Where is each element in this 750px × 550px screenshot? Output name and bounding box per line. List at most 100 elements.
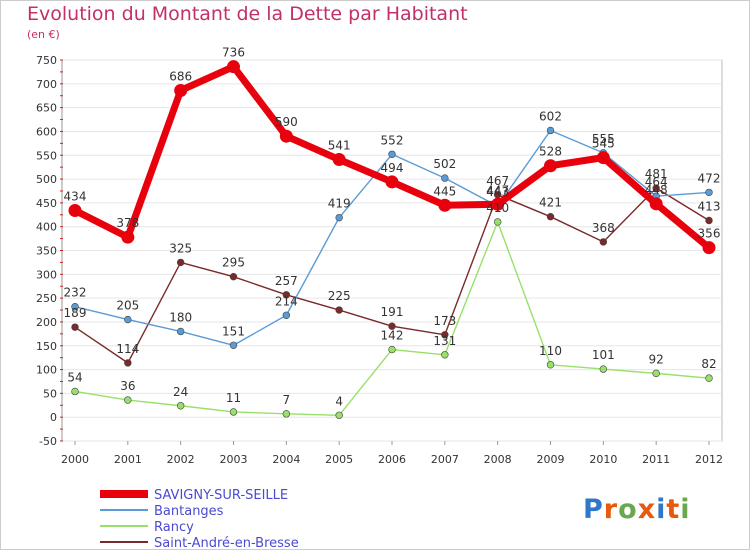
data-label: 494 [381, 161, 404, 175]
y-tick-label: -50 [39, 435, 57, 448]
data-label: 189 [64, 306, 87, 320]
data-point [546, 212, 555, 221]
data-label: 445 [433, 184, 456, 198]
data-point [385, 175, 399, 189]
x-tick-label: 2005 [325, 453, 353, 466]
data-label: 131 [433, 334, 456, 348]
data-label: 378 [116, 216, 139, 230]
data-label: 502 [433, 157, 456, 171]
data-label: 528 [539, 145, 562, 159]
data-point [332, 153, 346, 167]
data-label: 191 [381, 305, 404, 319]
data-label: 205 [116, 299, 139, 313]
data-label: 151 [222, 324, 245, 338]
x-tick-label: 2006 [378, 453, 406, 466]
data-label: 11 [226, 391, 241, 405]
data-point [493, 218, 502, 226]
data-label: 448 [645, 183, 668, 197]
data-label: 464 [645, 175, 668, 189]
data-point [599, 238, 608, 246]
data-label: 101 [592, 348, 615, 362]
data-label: 180 [169, 310, 192, 324]
data-label: 736 [222, 46, 245, 60]
brand-logo-letter: i [656, 494, 666, 525]
y-tick-label: 50 [43, 387, 57, 400]
y-tick-label: 700 [36, 78, 57, 91]
data-label: 413 [698, 199, 721, 213]
data-label: 82 [701, 357, 716, 371]
data-point [282, 291, 291, 299]
data-label: 325 [169, 241, 192, 255]
data-point [438, 198, 452, 212]
x-tick-label: 2007 [431, 453, 459, 466]
data-point [68, 203, 82, 217]
data-point [596, 151, 610, 165]
data-label: 173 [433, 314, 456, 328]
data-label: 368 [592, 221, 615, 235]
brand-logo-letter: x [638, 494, 656, 525]
brand-logo-letter: P [583, 494, 604, 525]
data-label: 443 [486, 185, 509, 199]
legend-label: SAVIGNY-SUR-SEILLE [154, 488, 288, 503]
y-tick-label: 300 [36, 268, 57, 281]
data-label: 54 [67, 370, 82, 384]
data-label: 467 [486, 174, 509, 188]
brand-logo-letter: i [680, 494, 690, 525]
data-point [176, 402, 185, 410]
x-tick-label: 2002 [167, 453, 195, 466]
data-label: 419 [328, 197, 351, 211]
data-label: 225 [328, 289, 351, 303]
data-point [652, 369, 660, 378]
y-tick-label: 500 [36, 173, 57, 186]
data-point [279, 129, 293, 143]
data-label: 142 [381, 329, 404, 343]
data-label: 232 [64, 286, 87, 300]
data-point [441, 331, 449, 339]
data-point [282, 311, 291, 319]
y-tick-label: 400 [36, 221, 57, 234]
data-label: 92 [649, 352, 664, 366]
data-label: 295 [222, 256, 245, 270]
data-point [652, 184, 660, 192]
x-tick-label: 2000 [61, 453, 89, 466]
brand-logo-letter: o [618, 494, 638, 525]
data-point [71, 387, 79, 396]
data-point [71, 302, 79, 311]
y-tick-label: 250 [36, 292, 57, 305]
data-point [546, 361, 555, 369]
y-tick-label: 750 [36, 54, 57, 67]
data-label: 114 [116, 342, 139, 356]
data-point [702, 241, 716, 255]
brand-logo-letter: t [666, 494, 680, 525]
data-point [491, 197, 505, 211]
data-point [124, 315, 132, 324]
data-point [441, 174, 449, 182]
data-point [229, 408, 238, 416]
data-label: 214 [275, 294, 298, 308]
data-point [124, 359, 132, 367]
data-label: 552 [381, 133, 404, 147]
y-tick-label: 200 [36, 316, 57, 329]
data-label: 686 [169, 69, 192, 83]
data-point [121, 230, 135, 244]
x-tick-label: 2009 [537, 453, 565, 466]
data-label: 4 [335, 394, 343, 408]
x-tick-label: 2011 [642, 453, 670, 466]
data-label: 590 [275, 115, 298, 129]
data-point [388, 150, 396, 158]
data-label: 434 [64, 189, 87, 203]
data-point [388, 345, 396, 354]
y-tick-label: 0 [50, 411, 57, 424]
x-tick-label: 2012 [695, 453, 723, 466]
data-point [441, 351, 449, 359]
data-label: 356 [698, 227, 721, 241]
data-label: 472 [698, 171, 721, 185]
data-label: 410 [486, 201, 509, 215]
legend-label: Saint-André-en-Bresse [154, 536, 299, 550]
chart-unit-label: (en €) [27, 28, 60, 41]
data-point [124, 396, 132, 404]
x-tick-label: 2003 [220, 453, 248, 466]
brand-logo-letter: r [604, 494, 618, 525]
x-tick-label: 2010 [589, 453, 617, 466]
